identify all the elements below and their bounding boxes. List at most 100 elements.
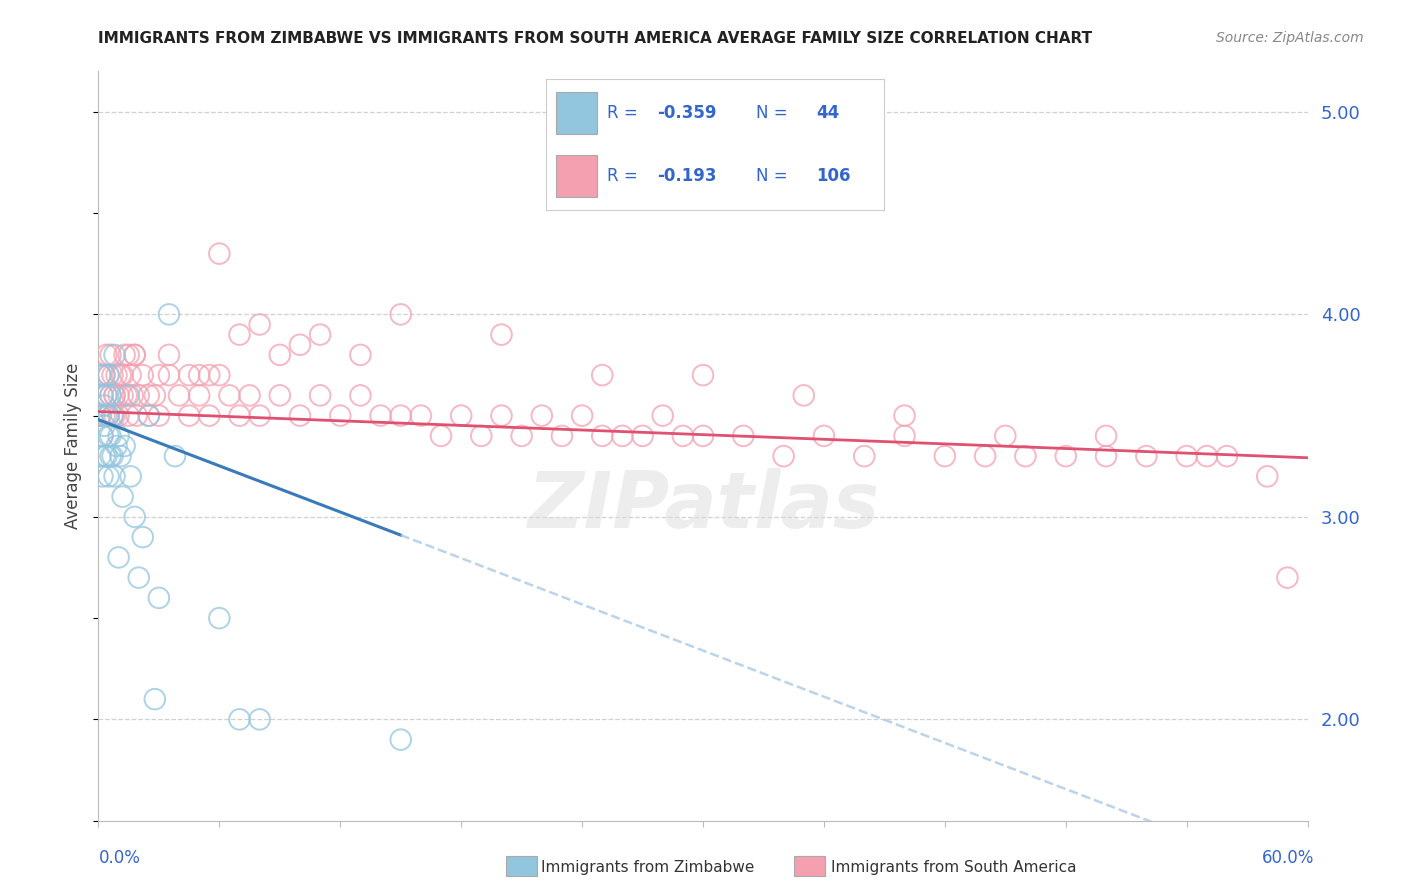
- Point: [157, 368, 180, 383]
- Point: [91, 429, 114, 443]
- Point: [934, 449, 956, 463]
- Point: [793, 388, 815, 402]
- Point: [89, 409, 111, 423]
- Point: [93, 368, 115, 383]
- Point: [208, 611, 231, 625]
- Point: [672, 429, 695, 443]
- Point: [96, 449, 118, 463]
- Point: [100, 388, 122, 402]
- Point: [591, 368, 613, 383]
- Point: [510, 429, 533, 443]
- Point: [349, 388, 371, 402]
- Point: [167, 388, 190, 402]
- Point: [114, 348, 136, 362]
- Point: [111, 490, 134, 504]
- Point: [349, 348, 371, 362]
- Point: [93, 368, 115, 383]
- Point: [118, 348, 141, 362]
- Point: [96, 388, 118, 402]
- Point: [157, 348, 180, 362]
- Point: [893, 429, 915, 443]
- Point: [591, 429, 613, 443]
- Point: [110, 449, 132, 463]
- Point: [100, 388, 122, 402]
- Point: [132, 530, 155, 544]
- Point: [114, 439, 136, 453]
- Point: [409, 409, 432, 423]
- Point: [103, 388, 125, 402]
- Point: [269, 348, 291, 362]
- Point: [198, 368, 221, 383]
- Point: [132, 368, 155, 383]
- Point: [107, 550, 129, 565]
- Point: [148, 591, 170, 605]
- Point: [1256, 469, 1278, 483]
- Point: [491, 409, 513, 423]
- Point: [631, 429, 654, 443]
- Point: [198, 409, 221, 423]
- Point: [143, 388, 166, 402]
- Point: [208, 368, 231, 383]
- Point: [188, 368, 211, 383]
- Y-axis label: Average Family Size: Average Family Size: [65, 363, 83, 529]
- Point: [853, 449, 876, 463]
- Point: [105, 368, 128, 383]
- Point: [121, 388, 143, 402]
- Point: [93, 399, 115, 413]
- Point: [125, 409, 148, 423]
- Point: [105, 439, 128, 453]
- Point: [89, 449, 111, 463]
- Point: [111, 368, 134, 383]
- Point: [100, 449, 122, 463]
- Point: [103, 388, 125, 402]
- Point: [97, 409, 120, 423]
- Point: [124, 348, 146, 362]
- Point: [1175, 449, 1198, 463]
- Point: [430, 429, 453, 443]
- Point: [128, 571, 150, 585]
- Point: [93, 409, 115, 423]
- Point: [249, 712, 271, 726]
- Point: [239, 388, 262, 402]
- Point: [97, 409, 120, 423]
- Point: [91, 388, 114, 402]
- Point: [118, 388, 141, 402]
- Point: [91, 469, 114, 483]
- Point: [138, 409, 160, 423]
- Point: [188, 388, 211, 402]
- Point: [128, 388, 150, 402]
- Point: [370, 409, 392, 423]
- Point: [1195, 449, 1218, 463]
- Point: [228, 327, 250, 342]
- Point: [143, 692, 166, 706]
- Point: [249, 318, 271, 332]
- Point: [103, 409, 125, 423]
- Point: [179, 368, 201, 383]
- Point: [93, 449, 115, 463]
- Point: [450, 409, 472, 423]
- Point: [110, 368, 132, 383]
- Point: [148, 368, 170, 383]
- Point: [228, 409, 250, 423]
- Point: [1095, 429, 1118, 443]
- Point: [208, 246, 231, 260]
- Point: [288, 409, 311, 423]
- Text: Immigrants from Zimbabwe: Immigrants from Zimbabwe: [541, 860, 755, 874]
- Point: [91, 429, 114, 443]
- Text: 60.0%: 60.0%: [1263, 849, 1315, 867]
- Point: [97, 368, 120, 383]
- Point: [97, 368, 120, 383]
- Point: [389, 409, 412, 423]
- Point: [89, 368, 111, 383]
- Point: [107, 388, 129, 402]
- Point: [612, 429, 634, 443]
- Point: [100, 429, 122, 443]
- Text: IMMIGRANTS FROM ZIMBABWE VS IMMIGRANTS FROM SOUTH AMERICA AVERAGE FAMILY SIZE CO: IMMIGRANTS FROM ZIMBABWE VS IMMIGRANTS F…: [98, 31, 1092, 46]
- Point: [148, 409, 170, 423]
- Point: [1135, 449, 1157, 463]
- Point: [107, 429, 129, 443]
- Point: [974, 449, 997, 463]
- Point: [309, 388, 332, 402]
- Point: [218, 388, 240, 402]
- Point: [571, 409, 593, 423]
